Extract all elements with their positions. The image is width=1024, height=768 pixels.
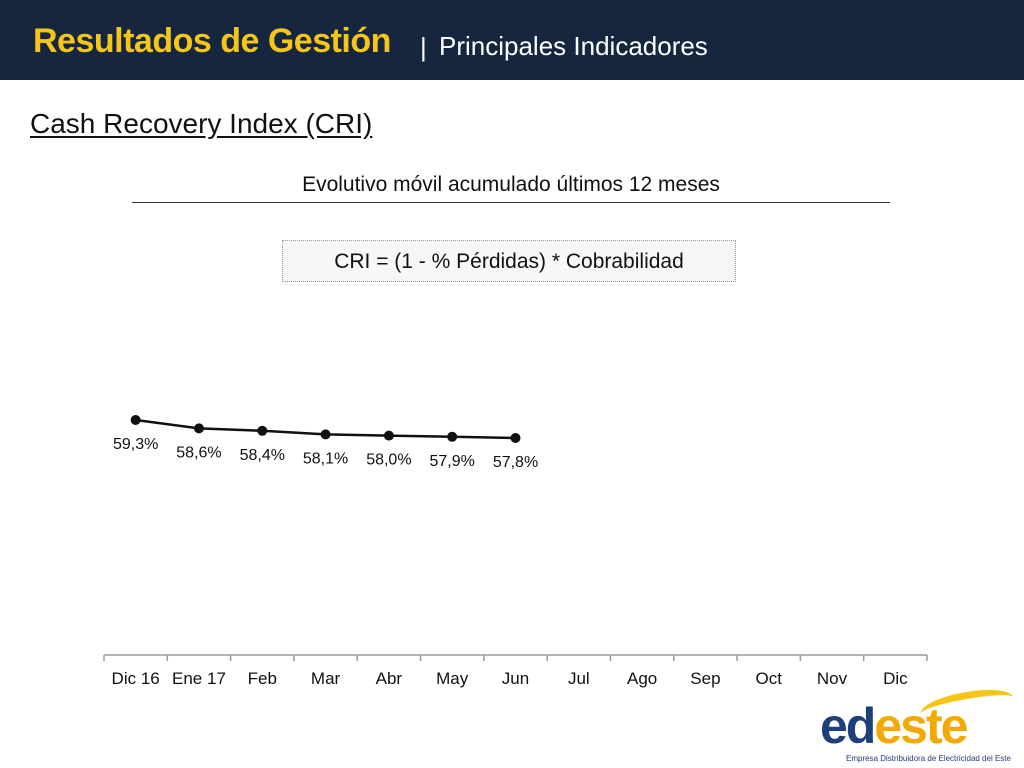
formula-box: CRI = (1 - % Pérdidas) * Cobrabilidad [282,240,736,282]
x-tick-label: Ene 17 [172,669,226,688]
x-tick-label: Ago [627,669,657,688]
x-tick-label: Nov [817,669,848,688]
data-label: 58,4% [240,447,285,464]
data-point [447,431,458,442]
chart-subtitle: Evolutivo móvil acumulado últimos 12 mes… [302,173,720,196]
x-tick-label: Feb [248,669,277,688]
data-point [320,429,331,440]
header-subtitle: Principales Indicadores [439,31,708,61]
x-tick-label: Dic [883,669,908,688]
data-point [193,423,204,434]
subtitle-rule [132,202,890,203]
data-label: 58,0% [366,452,411,469]
data-label: 57,9% [430,453,475,470]
x-tick-label: May [436,669,469,688]
data-label: 58,6% [176,444,221,461]
logo-wordmark: edeste [820,698,968,754]
x-tick-label: Oct [756,669,783,688]
x-tick-label: Jul [568,669,590,688]
x-tick-label: Abr [376,669,403,688]
header-separator: | [420,32,427,62]
header-title: Resultados de Gestión [33,22,391,60]
data-point [383,430,394,441]
section-title: Cash Recovery Index (CRI) [30,108,373,139]
data-label: 57,8% [493,454,538,471]
data-label: 59,3% [113,436,158,453]
formula-text: CRI = (1 - % Pérdidas) * Cobrabilidad [334,250,684,273]
x-tick-label: Dic 16 [112,669,160,688]
data-label: 58,1% [303,450,348,467]
slide-header: Resultados de Gestión | Principales Indi… [0,0,1024,80]
x-tick-label: Sep [690,669,720,688]
logo-tagline: Empresa Distribuidora de Electricidad de… [846,754,1011,763]
data-point [257,425,268,436]
x-tick-label: Jun [502,669,529,688]
data-point [130,415,141,425]
data-point [510,433,521,443]
x-tick-label: Mar [311,669,341,688]
edeeste-logo: edeste Empresa Distribuidora de Electric… [820,684,1020,766]
